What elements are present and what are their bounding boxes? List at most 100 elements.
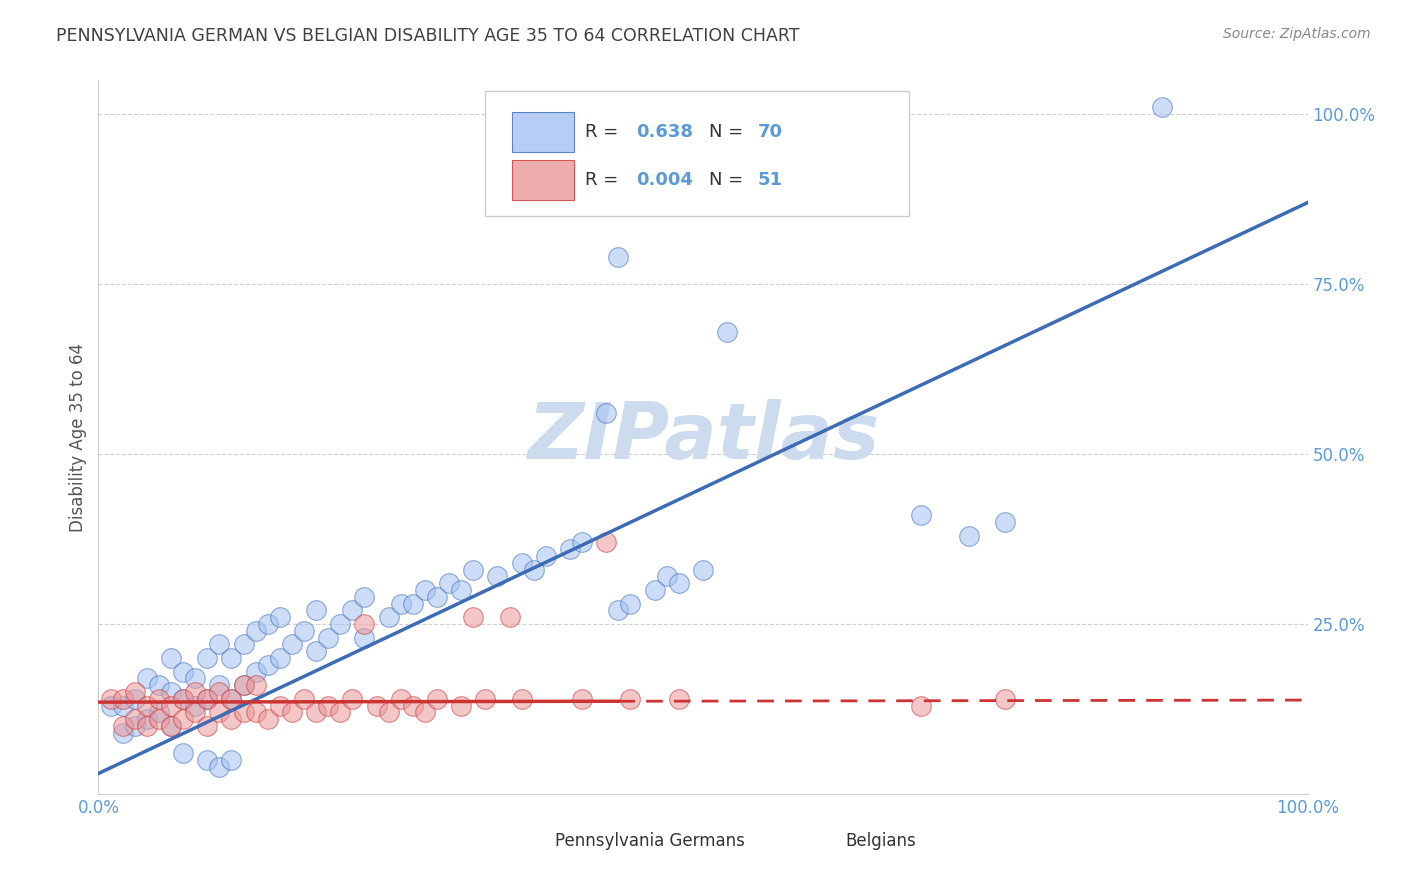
Point: [463, 563, 485, 577]
Point: [316, 631, 339, 645]
Point: [184, 685, 207, 699]
Text: PENNSYLVANIA GERMAN VS BELGIAN DISABILITY AGE 35 TO 64 CORRELATION CHART: PENNSYLVANIA GERMAN VS BELGIAN DISABILIT…: [56, 27, 800, 45]
Point: [402, 597, 425, 611]
Point: [281, 637, 304, 651]
Point: [195, 691, 218, 706]
Point: [172, 712, 194, 726]
Point: [644, 582, 666, 597]
Point: [124, 691, 146, 706]
Point: [305, 706, 328, 720]
Point: [111, 719, 134, 733]
Point: [474, 691, 496, 706]
Text: Source: ZipAtlas.com: Source: ZipAtlas.com: [1223, 27, 1371, 41]
Point: [595, 535, 617, 549]
Point: [450, 582, 472, 597]
Point: [160, 719, 183, 733]
Point: [208, 637, 231, 651]
Y-axis label: Disability Age 35 to 64: Disability Age 35 to 64: [69, 343, 87, 532]
Point: [160, 719, 183, 733]
Point: [221, 691, 243, 706]
Point: [111, 725, 134, 739]
Text: Pennsylvania Germans: Pennsylvania Germans: [555, 832, 745, 850]
Text: 70: 70: [758, 123, 782, 141]
Point: [232, 637, 254, 651]
Point: [510, 691, 533, 706]
Point: [668, 691, 690, 706]
Point: [463, 610, 485, 624]
Point: [148, 678, 170, 692]
Point: [413, 706, 436, 720]
Point: [426, 590, 449, 604]
Point: [389, 691, 412, 706]
Point: [607, 250, 630, 264]
Text: 0.638: 0.638: [637, 123, 693, 141]
Point: [184, 698, 207, 713]
Point: [100, 698, 122, 713]
Point: [245, 624, 267, 638]
Point: [256, 712, 278, 726]
Point: [221, 691, 243, 706]
Point: [172, 691, 194, 706]
Point: [208, 760, 231, 774]
FancyBboxPatch shape: [785, 825, 837, 856]
Point: [221, 712, 243, 726]
Point: [160, 685, 183, 699]
Point: [426, 691, 449, 706]
Point: [595, 406, 617, 420]
Point: [256, 617, 278, 632]
Point: [377, 610, 399, 624]
Point: [316, 698, 339, 713]
Point: [245, 706, 267, 720]
Point: [1152, 100, 1174, 114]
Point: [135, 698, 157, 713]
Point: [221, 753, 243, 767]
Point: [957, 528, 980, 542]
Point: [135, 719, 157, 733]
Point: [195, 719, 218, 733]
Point: [184, 671, 207, 685]
Point: [135, 671, 157, 685]
Point: [208, 678, 231, 692]
Text: Belgians: Belgians: [845, 832, 917, 850]
Point: [232, 678, 254, 692]
Point: [994, 691, 1017, 706]
Point: [292, 624, 315, 638]
Point: [292, 691, 315, 706]
Point: [413, 582, 436, 597]
Point: [100, 691, 122, 706]
Point: [195, 691, 218, 706]
Point: [195, 753, 218, 767]
Point: [498, 610, 520, 624]
Point: [269, 651, 291, 665]
Point: [389, 597, 412, 611]
Point: [558, 542, 581, 557]
Text: ZIPatlas: ZIPatlas: [527, 399, 879, 475]
Point: [329, 617, 352, 632]
Point: [148, 691, 170, 706]
Point: [172, 746, 194, 760]
Point: [619, 691, 641, 706]
Point: [655, 569, 678, 583]
Point: [195, 651, 218, 665]
Point: [510, 556, 533, 570]
Point: [342, 691, 364, 706]
Point: [135, 712, 157, 726]
Point: [329, 706, 352, 720]
Point: [377, 706, 399, 720]
Text: N =: N =: [709, 171, 744, 189]
Point: [486, 569, 509, 583]
Text: 0.004: 0.004: [637, 171, 693, 189]
Point: [232, 678, 254, 692]
Point: [571, 691, 593, 706]
Point: [450, 698, 472, 713]
Point: [172, 665, 194, 679]
Point: [148, 712, 170, 726]
Point: [619, 597, 641, 611]
Point: [256, 657, 278, 672]
Point: [353, 590, 375, 604]
Text: R =: R =: [585, 171, 617, 189]
Point: [269, 698, 291, 713]
Point: [668, 576, 690, 591]
Point: [124, 685, 146, 699]
Point: [269, 610, 291, 624]
